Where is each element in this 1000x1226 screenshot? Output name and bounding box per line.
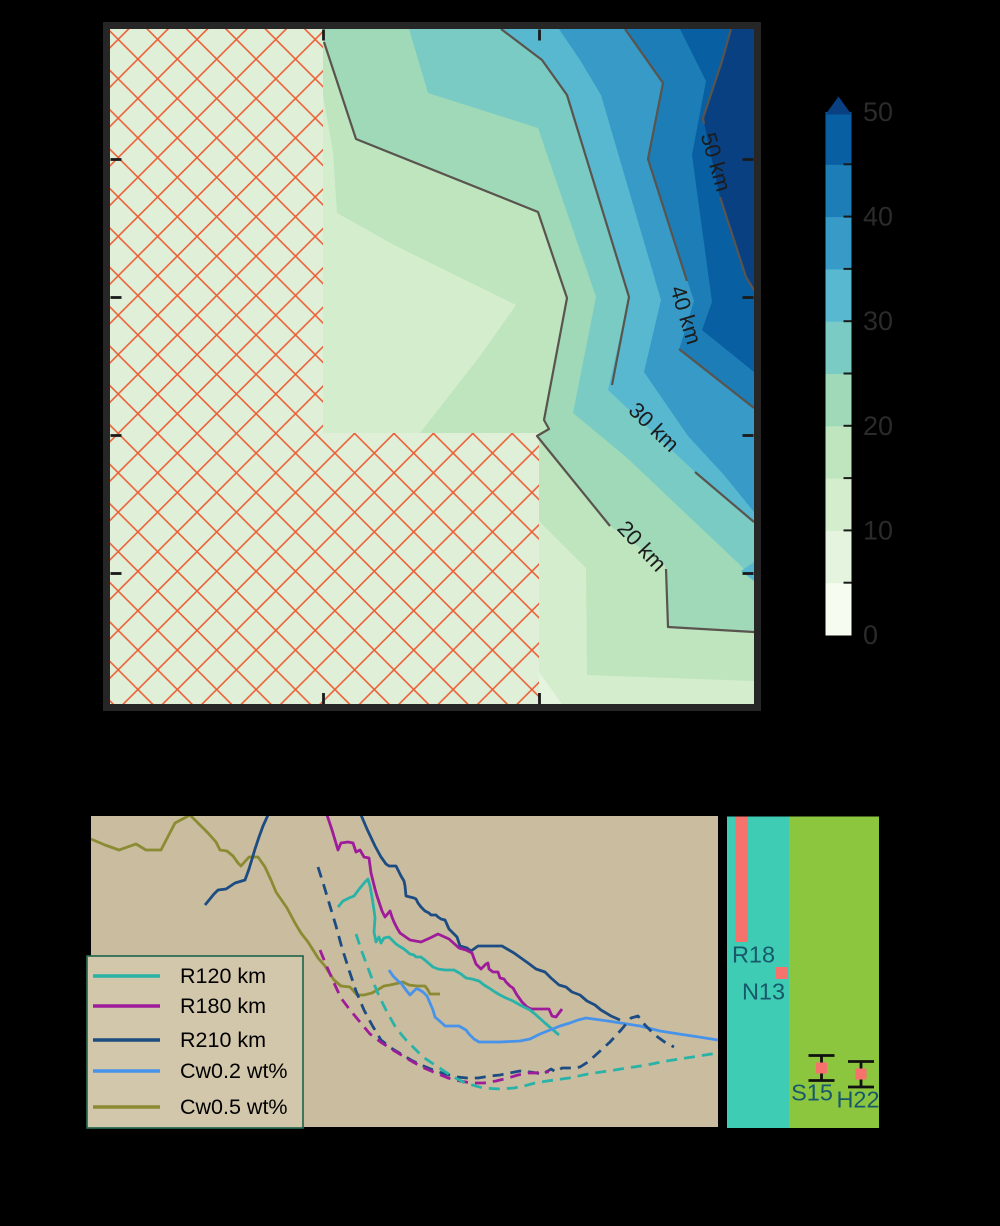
svg-text:10: 10 bbox=[863, 515, 893, 545]
svg-text:Cw0.2 wt%: Cw0.2 wt% bbox=[180, 1059, 288, 1083]
svg-text:H22: H22 bbox=[836, 1087, 879, 1113]
svg-text:S15: S15 bbox=[791, 1080, 833, 1106]
svg-text:40: 40 bbox=[863, 202, 893, 232]
svg-text:R18: R18 bbox=[732, 942, 775, 968]
svg-text:20: 20 bbox=[863, 411, 893, 441]
svg-text:R120 km: R120 km bbox=[180, 964, 266, 988]
svg-text:0: 0 bbox=[863, 620, 878, 650]
svg-text:R180 km: R180 km bbox=[180, 994, 266, 1018]
svg-text:Cw0.5 wt%: Cw0.5 wt% bbox=[180, 1095, 288, 1119]
svg-text:50: 50 bbox=[863, 97, 893, 127]
svg-text:30: 30 bbox=[863, 306, 893, 336]
svg-text:R210 km: R210 km bbox=[180, 1028, 266, 1052]
svg-text:N13: N13 bbox=[742, 979, 785, 1005]
